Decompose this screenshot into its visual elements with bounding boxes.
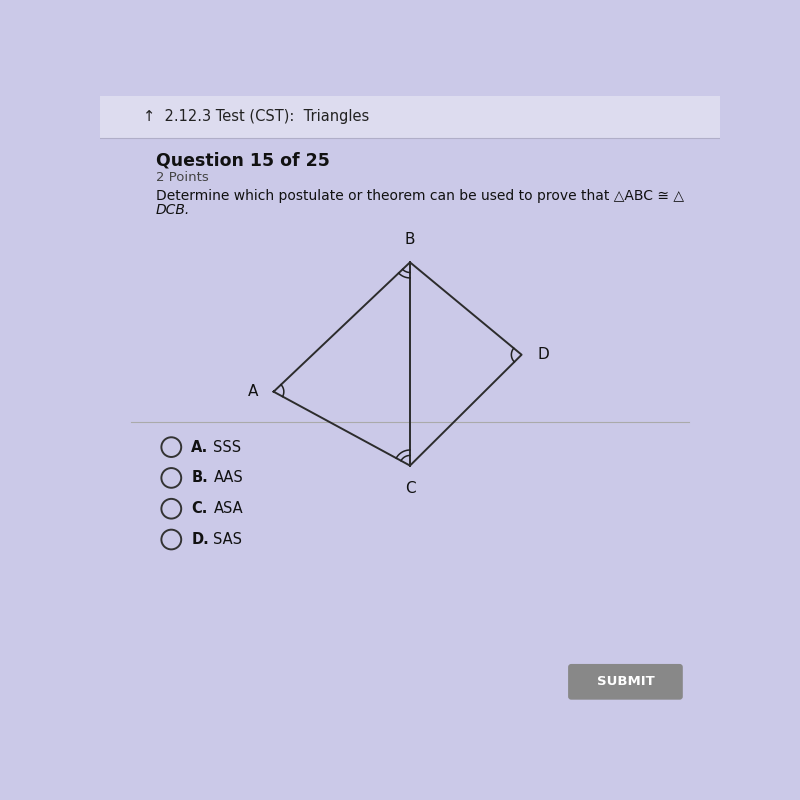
Text: DCB.: DCB.	[156, 203, 190, 217]
Text: B: B	[405, 232, 415, 247]
Text: A: A	[248, 384, 258, 399]
Text: B.: B.	[191, 470, 208, 486]
Text: D: D	[537, 347, 549, 362]
Text: ↑  2.12.3 Test (CST):  Triangles: ↑ 2.12.3 Test (CST): Triangles	[143, 110, 370, 125]
Text: C: C	[405, 481, 415, 496]
FancyBboxPatch shape	[568, 664, 682, 700]
Text: AAS: AAS	[214, 470, 243, 486]
FancyBboxPatch shape	[100, 96, 720, 138]
Text: 2 Points: 2 Points	[156, 171, 209, 184]
Text: ASA: ASA	[214, 502, 243, 516]
Text: SAS: SAS	[214, 532, 242, 547]
Text: SUBMIT: SUBMIT	[597, 675, 654, 688]
Text: A.: A.	[191, 440, 208, 454]
Text: Question 15 of 25: Question 15 of 25	[156, 152, 330, 170]
Text: C.: C.	[191, 502, 207, 516]
Text: Determine which postulate or theorem can be used to prove that △ABC ≅ △: Determine which postulate or theorem can…	[156, 189, 684, 202]
Text: D.: D.	[191, 532, 209, 547]
Text: SSS: SSS	[214, 440, 242, 454]
